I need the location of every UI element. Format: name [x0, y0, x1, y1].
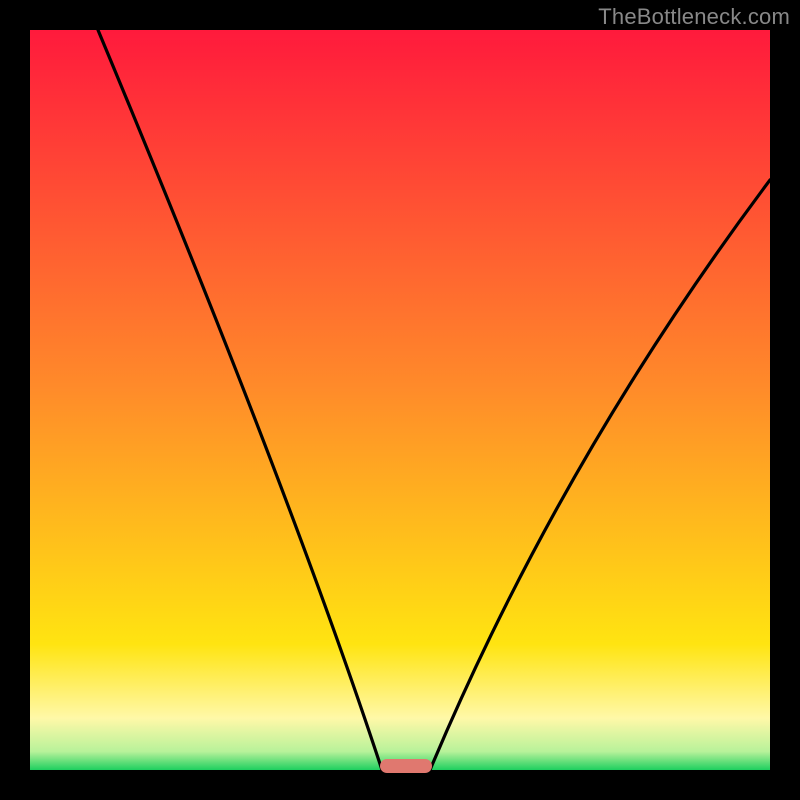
curve-left-branch	[98, 30, 382, 770]
watermark-text: TheBottleneck.com	[598, 4, 790, 30]
curve-right-branch	[430, 180, 770, 770]
bottleneck-marker	[380, 759, 432, 773]
bottleneck-v-curve	[30, 30, 770, 770]
